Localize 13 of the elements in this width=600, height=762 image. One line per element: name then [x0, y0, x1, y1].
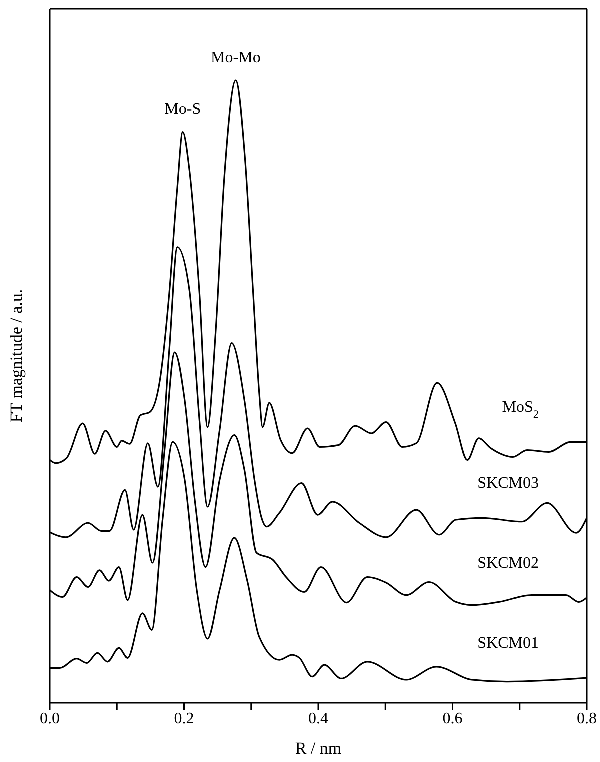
series-label: SKCM02	[478, 554, 539, 572]
annotation: Mo-Mo	[211, 50, 261, 67]
x-axis-title: R / nm	[295, 739, 342, 758]
x-tick-label: 0.8	[577, 710, 597, 728]
y-axis-title: FT magnitude / a.u.	[7, 289, 26, 423]
series-label: MoS$_{2}$	[502, 399, 539, 422]
x-tick-label: 0.4	[308, 710, 328, 728]
x-tick-label: 0.6	[442, 710, 463, 728]
series-label: SKCM01	[478, 635, 539, 652]
series-label: SKCM03	[478, 475, 539, 492]
x-tick-label: 0.0	[40, 710, 60, 728]
x-tick-label: 0.2	[174, 710, 194, 728]
annotation: Mo-S	[164, 101, 202, 118]
